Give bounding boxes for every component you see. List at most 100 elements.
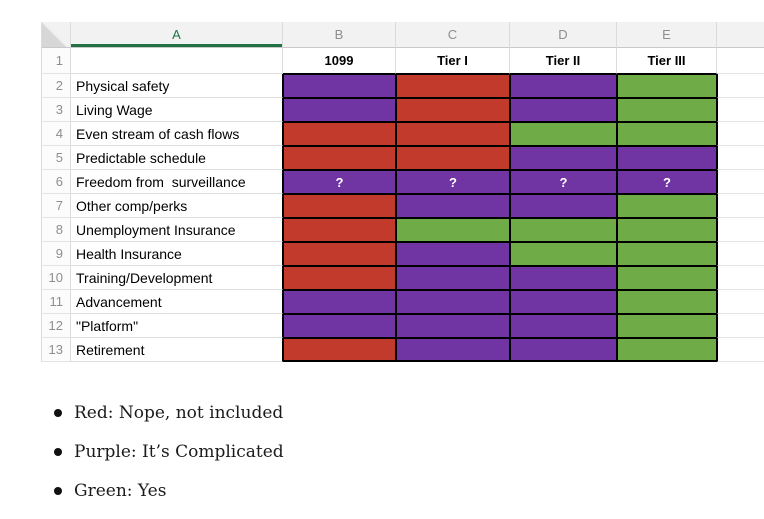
cell-d12[interactable]	[510, 314, 617, 338]
cell-f10[interactable]	[717, 266, 764, 290]
cell-b8[interactable]	[283, 218, 396, 242]
cell-a1[interactable]	[71, 48, 283, 74]
cell-f1[interactable]	[717, 48, 764, 74]
cell-e8[interactable]	[617, 218, 717, 242]
cell-b1[interactable]: 1099	[283, 48, 396, 74]
cell-f11[interactable]	[717, 290, 764, 314]
cell-f7[interactable]	[717, 194, 764, 218]
cell-f2[interactable]	[717, 74, 764, 98]
cell-e4[interactable]	[617, 122, 717, 146]
cell-e3[interactable]	[617, 98, 717, 122]
row-header-13[interactable]: 13	[41, 338, 71, 362]
cell-f5[interactable]	[717, 146, 764, 170]
cell-c5[interactable]	[396, 146, 510, 170]
column-header-e[interactable]: E	[617, 22, 717, 48]
cell-b13[interactable]	[283, 338, 396, 362]
cell-a11[interactable]: Advancement	[71, 290, 283, 314]
row-header-4[interactable]: 4	[41, 122, 71, 146]
cell-a10[interactable]: Training/Development	[71, 266, 283, 290]
select-all-corner[interactable]	[41, 22, 71, 48]
cell-e9[interactable]	[617, 242, 717, 266]
cell-b11[interactable]	[283, 290, 396, 314]
cell-c7[interactable]	[396, 194, 510, 218]
cell-e12[interactable]	[617, 314, 717, 338]
cell-b9[interactable]	[283, 242, 396, 266]
column-header-a[interactable]: A	[71, 22, 283, 48]
row-header-9[interactable]: 9	[41, 242, 71, 266]
row-header-7[interactable]: 7	[41, 194, 71, 218]
cell-b4[interactable]	[283, 122, 396, 146]
column-header-d[interactable]: D	[510, 22, 617, 48]
cell-d8[interactable]	[510, 218, 617, 242]
bullet-icon	[54, 409, 62, 417]
header-value-row: 1 1099 Tier I Tier II Tier III	[41, 48, 764, 74]
cell-a6[interactable]: Freedom from surveillance	[71, 170, 283, 194]
cell-a7[interactable]: Other comp/perks	[71, 194, 283, 218]
row-header-11[interactable]: 11	[41, 290, 71, 314]
cell-d1[interactable]: Tier II	[510, 48, 617, 74]
cell-e7[interactable]	[617, 194, 717, 218]
cell-b2[interactable]	[283, 74, 396, 98]
cell-f4[interactable]	[717, 122, 764, 146]
cell-e5[interactable]	[617, 146, 717, 170]
cell-e1[interactable]: Tier III	[617, 48, 717, 74]
cell-e6[interactable]: ?	[617, 170, 717, 194]
cell-b5[interactable]	[283, 146, 396, 170]
cell-d2[interactable]	[510, 74, 617, 98]
cell-f9[interactable]	[717, 242, 764, 266]
cell-f13[interactable]	[717, 338, 764, 362]
row-header-12[interactable]: 12	[41, 314, 71, 338]
cell-d11[interactable]	[510, 290, 617, 314]
cell-c3[interactable]	[396, 98, 510, 122]
cell-d5[interactable]	[510, 146, 617, 170]
cell-d6[interactable]: ?	[510, 170, 617, 194]
cell-d10[interactable]	[510, 266, 617, 290]
cell-a9[interactable]: Health Insurance	[71, 242, 283, 266]
cell-d4[interactable]	[510, 122, 617, 146]
cell-c1[interactable]: Tier I	[396, 48, 510, 74]
cell-c11[interactable]	[396, 290, 510, 314]
cell-e13[interactable]	[617, 338, 717, 362]
cell-c4[interactable]	[396, 122, 510, 146]
cell-f12[interactable]	[717, 314, 764, 338]
cell-c8[interactable]	[396, 218, 510, 242]
column-header-f[interactable]	[717, 22, 764, 48]
row-header-10[interactable]: 10	[41, 266, 71, 290]
cell-c13[interactable]	[396, 338, 510, 362]
cell-a12[interactable]: "Platform"	[71, 314, 283, 338]
cell-a8[interactable]: Unemployment Insurance	[71, 218, 283, 242]
column-header-b[interactable]: B	[283, 22, 396, 48]
row-header-3[interactable]: 3	[41, 98, 71, 122]
cell-c10[interactable]	[396, 266, 510, 290]
row-header-6[interactable]: 6	[41, 170, 71, 194]
row-header-5[interactable]: 5	[41, 146, 71, 170]
cell-b12[interactable]	[283, 314, 396, 338]
cell-e11[interactable]	[617, 290, 717, 314]
cell-f8[interactable]	[717, 218, 764, 242]
cell-d9[interactable]	[510, 242, 617, 266]
cell-c6[interactable]: ?	[396, 170, 510, 194]
cell-d13[interactable]	[510, 338, 617, 362]
cell-b10[interactable]	[283, 266, 396, 290]
cell-a3[interactable]: Living Wage	[71, 98, 283, 122]
cell-a2[interactable]: Physical safety	[71, 74, 283, 98]
cell-b3[interactable]	[283, 98, 396, 122]
cell-d3[interactable]	[510, 98, 617, 122]
row-header-8[interactable]: 8	[41, 218, 71, 242]
cell-f6[interactable]	[717, 170, 764, 194]
cell-e10[interactable]	[617, 266, 717, 290]
cell-c12[interactable]	[396, 314, 510, 338]
row-header-2[interactable]: 2	[41, 74, 71, 98]
cell-a4[interactable]: Even stream of cash flows	[71, 122, 283, 146]
cell-b7[interactable]	[283, 194, 396, 218]
row-header-1[interactable]: 1	[41, 48, 71, 74]
cell-b6[interactable]: ?	[283, 170, 396, 194]
cell-c9[interactable]	[396, 242, 510, 266]
column-header-c[interactable]: C	[396, 22, 510, 48]
cell-c2[interactable]	[396, 74, 510, 98]
cell-e2[interactable]	[617, 74, 717, 98]
cell-f3[interactable]	[717, 98, 764, 122]
cell-a5[interactable]: Predictable schedule	[71, 146, 283, 170]
cell-d7[interactable]	[510, 194, 617, 218]
cell-a13[interactable]: Retirement	[71, 338, 283, 362]
